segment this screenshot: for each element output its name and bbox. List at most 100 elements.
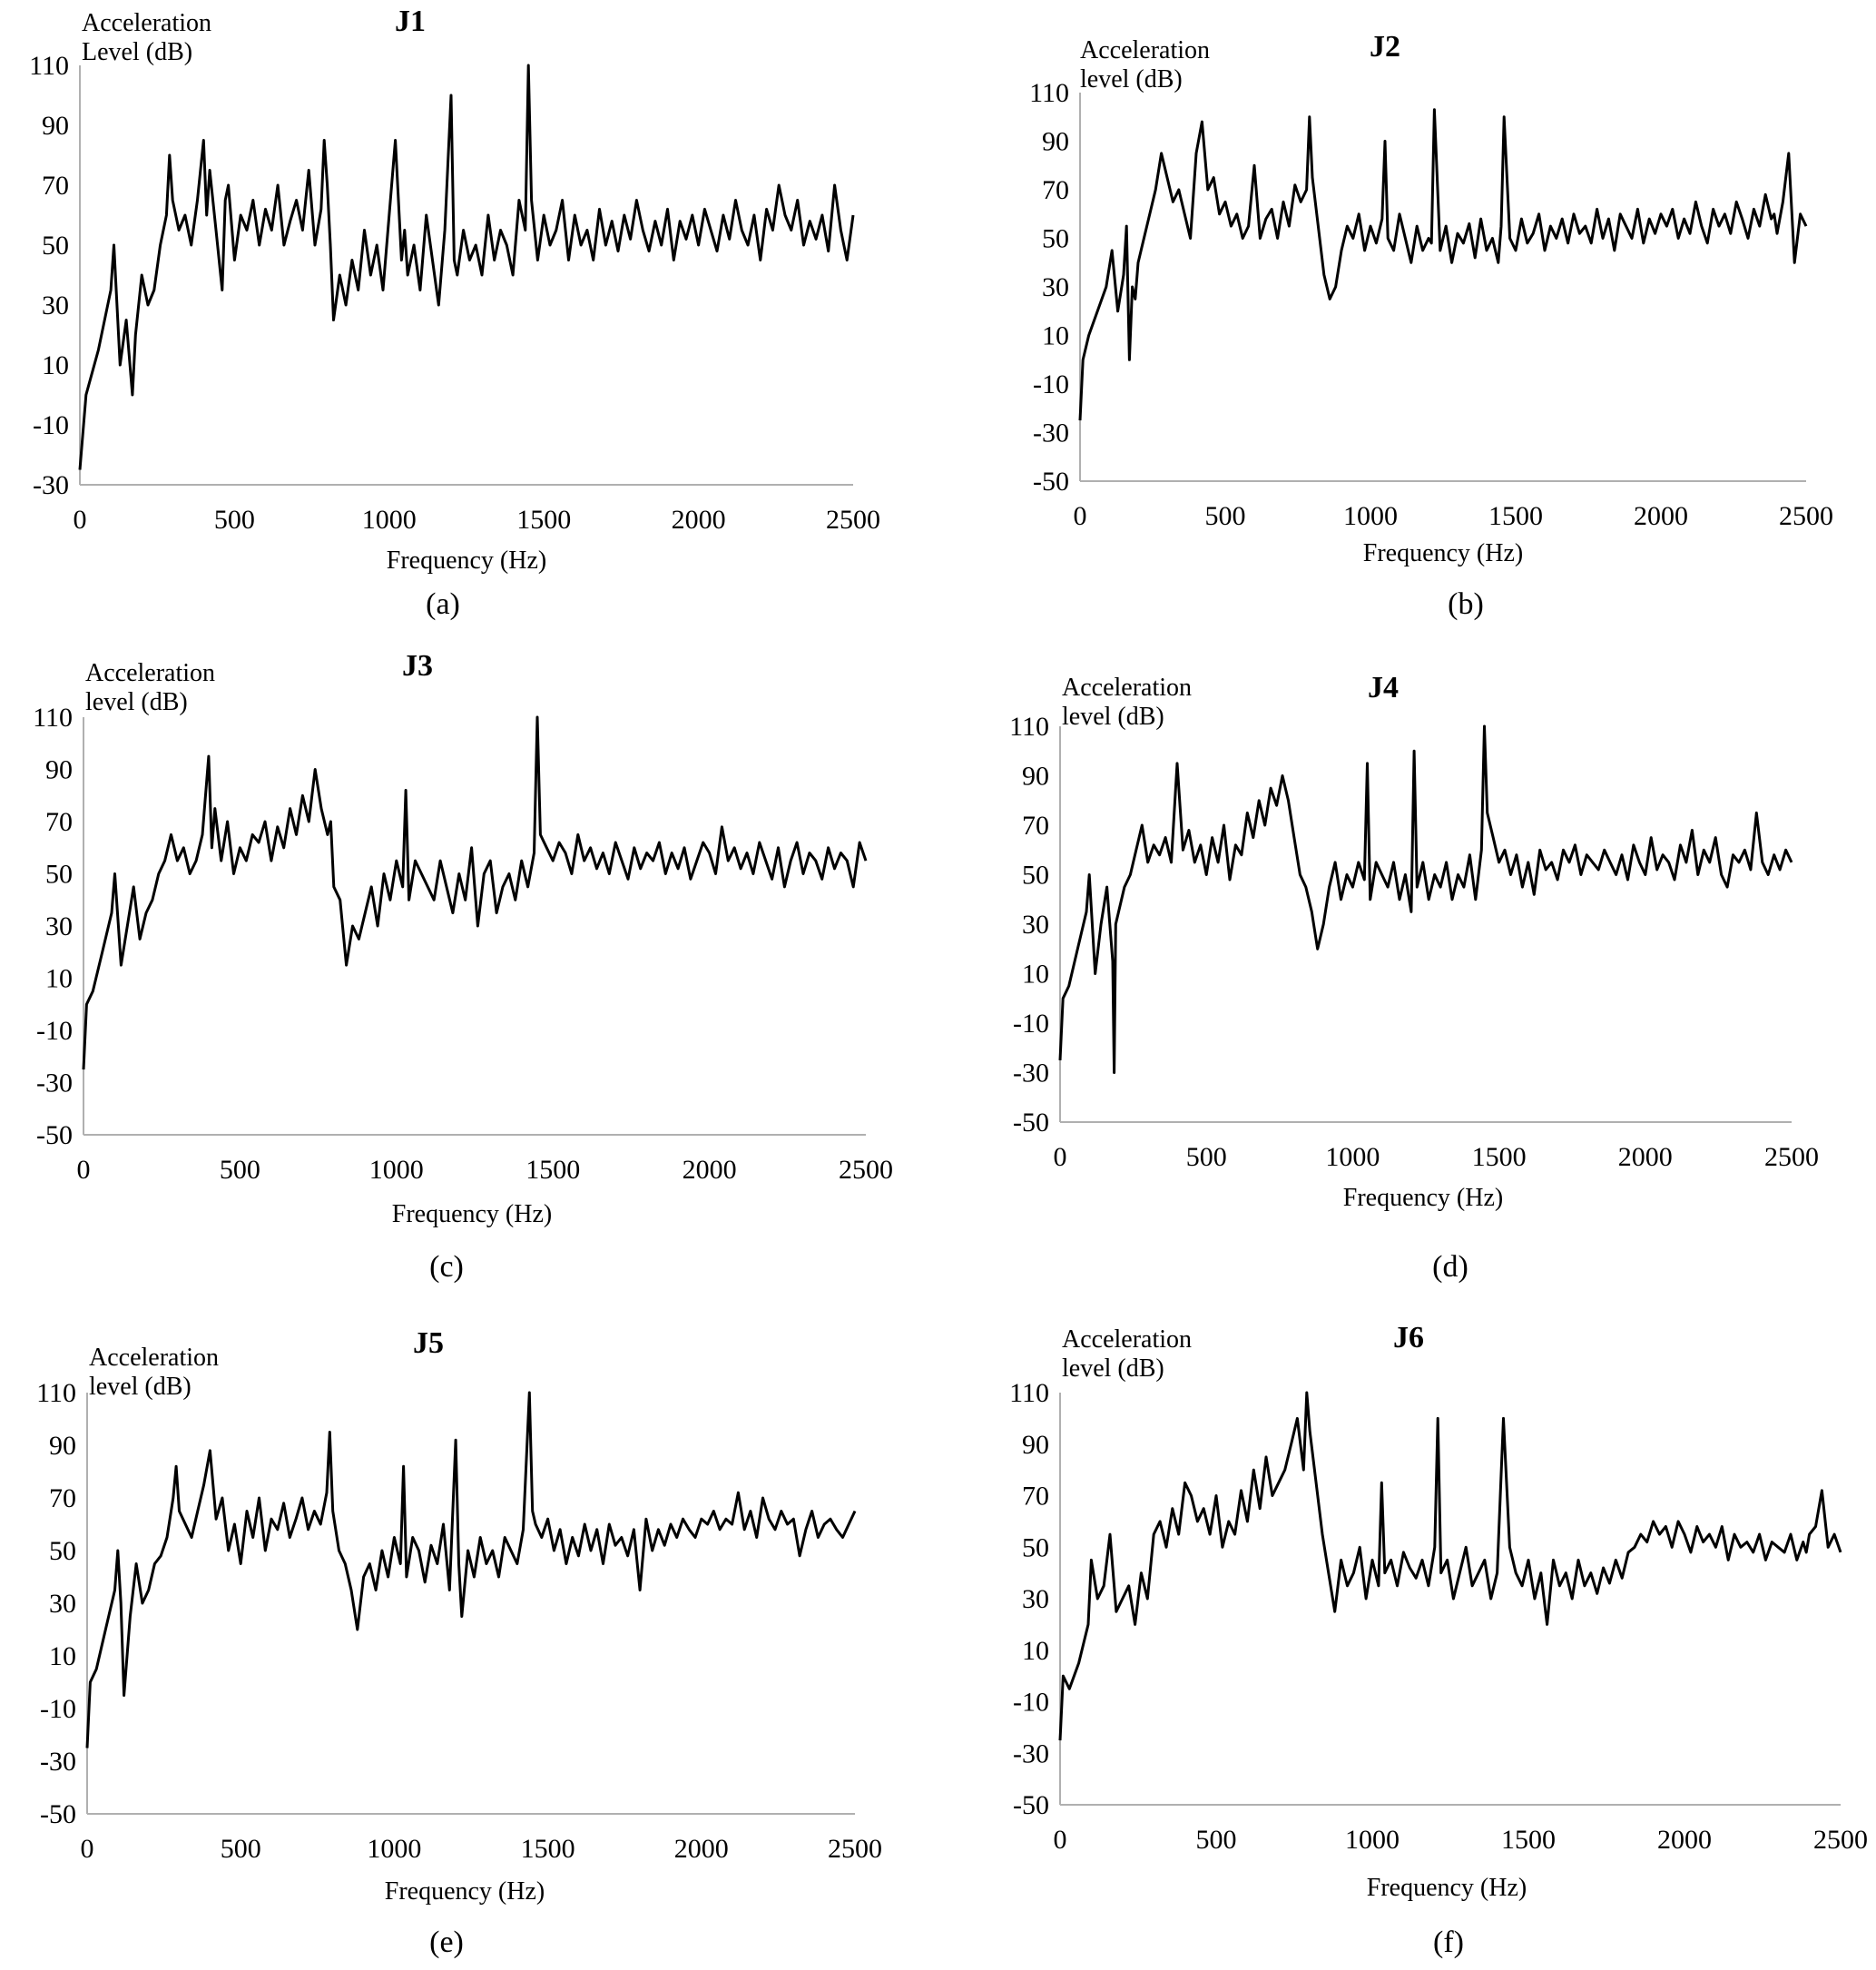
y-tick-label: 110 [36, 1378, 76, 1408]
y-tick-label: 90 [45, 755, 73, 785]
y-tick-label: 10 [45, 964, 73, 994]
y-tick-label: -30 [1013, 1059, 1049, 1088]
panel-caption: (e) [429, 1926, 464, 1959]
y-axis-label: level (dB) [1062, 703, 1164, 731]
y-tick-label: -10 [1033, 369, 1069, 399]
y-tick-label: 30 [42, 291, 69, 320]
x-tick-label: 1500 [1501, 1825, 1556, 1855]
x-tick-label: 2000 [1634, 501, 1688, 531]
y-tick-label: 50 [42, 231, 69, 261]
y-tick-label: 70 [45, 807, 73, 837]
x-tick-label: 0 [81, 1834, 94, 1864]
y-axis-label: Acceleration [85, 659, 215, 687]
x-tick-label: 1000 [369, 1155, 424, 1185]
y-tick-label: -10 [33, 410, 69, 440]
x-tick-label: 2500 [1764, 1142, 1819, 1172]
x-tick-label: 1000 [367, 1834, 421, 1864]
chart-title: J1 [395, 5, 426, 38]
y-axis-label: level (dB) [1080, 65, 1183, 94]
y-tick-label: 110 [29, 51, 69, 81]
y-tick-label: 90 [1022, 762, 1049, 792]
y-tick-label: 50 [45, 860, 73, 890]
y-axis-label: Acceleration [1062, 674, 1192, 702]
y-tick-label: -50 [1033, 467, 1069, 497]
series-line [1058, 724, 1793, 1074]
y-tick-label: 110 [1029, 78, 1069, 108]
panel-caption: (d) [1432, 1250, 1468, 1284]
series-line [85, 1391, 857, 1748]
y-tick-label: 90 [1042, 127, 1069, 157]
x-tick-label: 2000 [672, 505, 726, 535]
y-tick-label: 10 [42, 350, 69, 380]
y-tick-label: -10 [1013, 1009, 1049, 1039]
y-tick-label: 70 [1042, 175, 1069, 205]
x-tick-label: 500 [220, 1155, 260, 1185]
y-tick-label: 10 [1022, 1636, 1049, 1666]
x-tick-label: 1500 [516, 505, 571, 535]
y-tick-label: 30 [49, 1589, 76, 1619]
chart-title: J3 [402, 649, 433, 683]
y-axis-label: Level (dB) [82, 38, 192, 66]
x-tick-label: 0 [77, 1155, 91, 1185]
y-axis-label: level (dB) [1062, 1354, 1164, 1383]
x-tick-label: 500 [1205, 501, 1246, 531]
y-tick-label: -50 [1013, 1790, 1049, 1820]
y-tick-label: 110 [1009, 1378, 1049, 1408]
y-tick-label: -50 [40, 1799, 76, 1829]
x-tick-label: 1500 [1488, 501, 1543, 531]
x-tick-label: 1500 [1472, 1142, 1527, 1172]
x-axis-label: Frequency (Hz) [1363, 539, 1523, 567]
chart-title: J5 [413, 1326, 444, 1360]
y-tick-label: 90 [49, 1431, 76, 1461]
y-tick-label: 50 [1022, 861, 1049, 891]
y-axis-label: level (dB) [85, 688, 188, 716]
x-tick-label: 2000 [1618, 1142, 1673, 1172]
y-tick-label: 70 [42, 171, 69, 201]
chart-panel-3: 110 90 70 50 30 10 -10 -30 -500 500 1000 1500 2000 25… [33, 649, 893, 1284]
x-tick-label: 500 [1196, 1825, 1237, 1855]
y-tick-label: 30 [45, 911, 73, 941]
y-tick-label: -10 [1013, 1688, 1049, 1718]
series-line [1078, 108, 1808, 421]
x-axis-label: Frequency (Hz) [392, 1200, 552, 1228]
chart-title: J2 [1370, 30, 1400, 64]
y-axis-label: Acceleration [1080, 36, 1210, 64]
chart-panel-2: 110 90 70 50 30 10 -10 -30 -500 500 1000 1500 2000 25… [1029, 30, 1833, 621]
y-tick-label: 110 [33, 703, 73, 733]
y-tick-label: -30 [36, 1069, 73, 1098]
x-tick-label: 500 [214, 505, 255, 535]
series-line [1058, 1391, 1842, 1741]
x-tick-label: 2500 [826, 505, 880, 535]
y-axis-label: Acceleration [89, 1344, 219, 1372]
panel-caption: (a) [426, 587, 460, 621]
x-tick-label: 1000 [1343, 501, 1398, 531]
y-tick-label: -50 [36, 1120, 73, 1150]
y-tick-label: 70 [1022, 1482, 1049, 1512]
y-tick-label: 110 [1009, 712, 1049, 742]
y-tick-label: -30 [40, 1747, 76, 1777]
y-tick-label: -30 [1013, 1739, 1049, 1768]
y-tick-label: -10 [40, 1694, 76, 1724]
y-axis-label: level (dB) [89, 1373, 192, 1401]
x-tick-label: 500 [1186, 1142, 1227, 1172]
y-tick-label: 30 [1042, 272, 1069, 302]
x-axis-label: Frequency (Hz) [387, 547, 546, 575]
y-tick-label: 10 [1042, 321, 1069, 351]
y-tick-label: -10 [36, 1016, 73, 1046]
x-tick-label: 0 [1074, 501, 1087, 531]
y-tick-label: 10 [49, 1641, 76, 1671]
x-axis-label: Frequency (Hz) [1343, 1184, 1503, 1212]
y-tick-label: 70 [49, 1483, 76, 1513]
x-axis-label: Frequency (Hz) [1367, 1874, 1527, 1902]
y-tick-label: 30 [1022, 1584, 1049, 1614]
y-tick-label: -50 [1013, 1108, 1049, 1138]
chart-panel-1: 110 90 70 50 30 10 -10 -300 500 1000 1500 2000 2500 J… [29, 5, 880, 621]
x-tick-label: 1000 [1345, 1825, 1400, 1855]
x-tick-label: 2500 [839, 1155, 893, 1185]
y-tick-label: 10 [1022, 960, 1049, 990]
y-axis-label: Acceleration [82, 9, 211, 37]
y-tick-label: 90 [1022, 1430, 1049, 1460]
x-tick-label: 1000 [362, 505, 417, 535]
y-tick-label: -30 [1033, 419, 1069, 448]
